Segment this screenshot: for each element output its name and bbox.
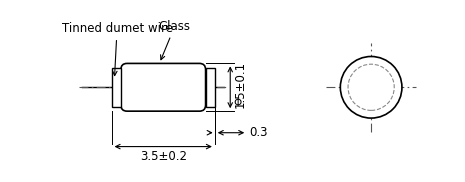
- FancyBboxPatch shape: [121, 63, 206, 111]
- Circle shape: [340, 56, 402, 118]
- Text: Glass: Glass: [159, 20, 191, 60]
- Bar: [206, 68, 215, 106]
- Text: Tinned dumet wire: Tinned dumet wire: [61, 22, 173, 76]
- Text: 0.3: 0.3: [250, 126, 268, 139]
- Text: 1.5±0.1: 1.5±0.1: [233, 61, 246, 108]
- Text: Φ: Φ: [233, 98, 241, 108]
- Text: 3.5±0.2: 3.5±0.2: [140, 150, 187, 163]
- Bar: [112, 68, 121, 106]
